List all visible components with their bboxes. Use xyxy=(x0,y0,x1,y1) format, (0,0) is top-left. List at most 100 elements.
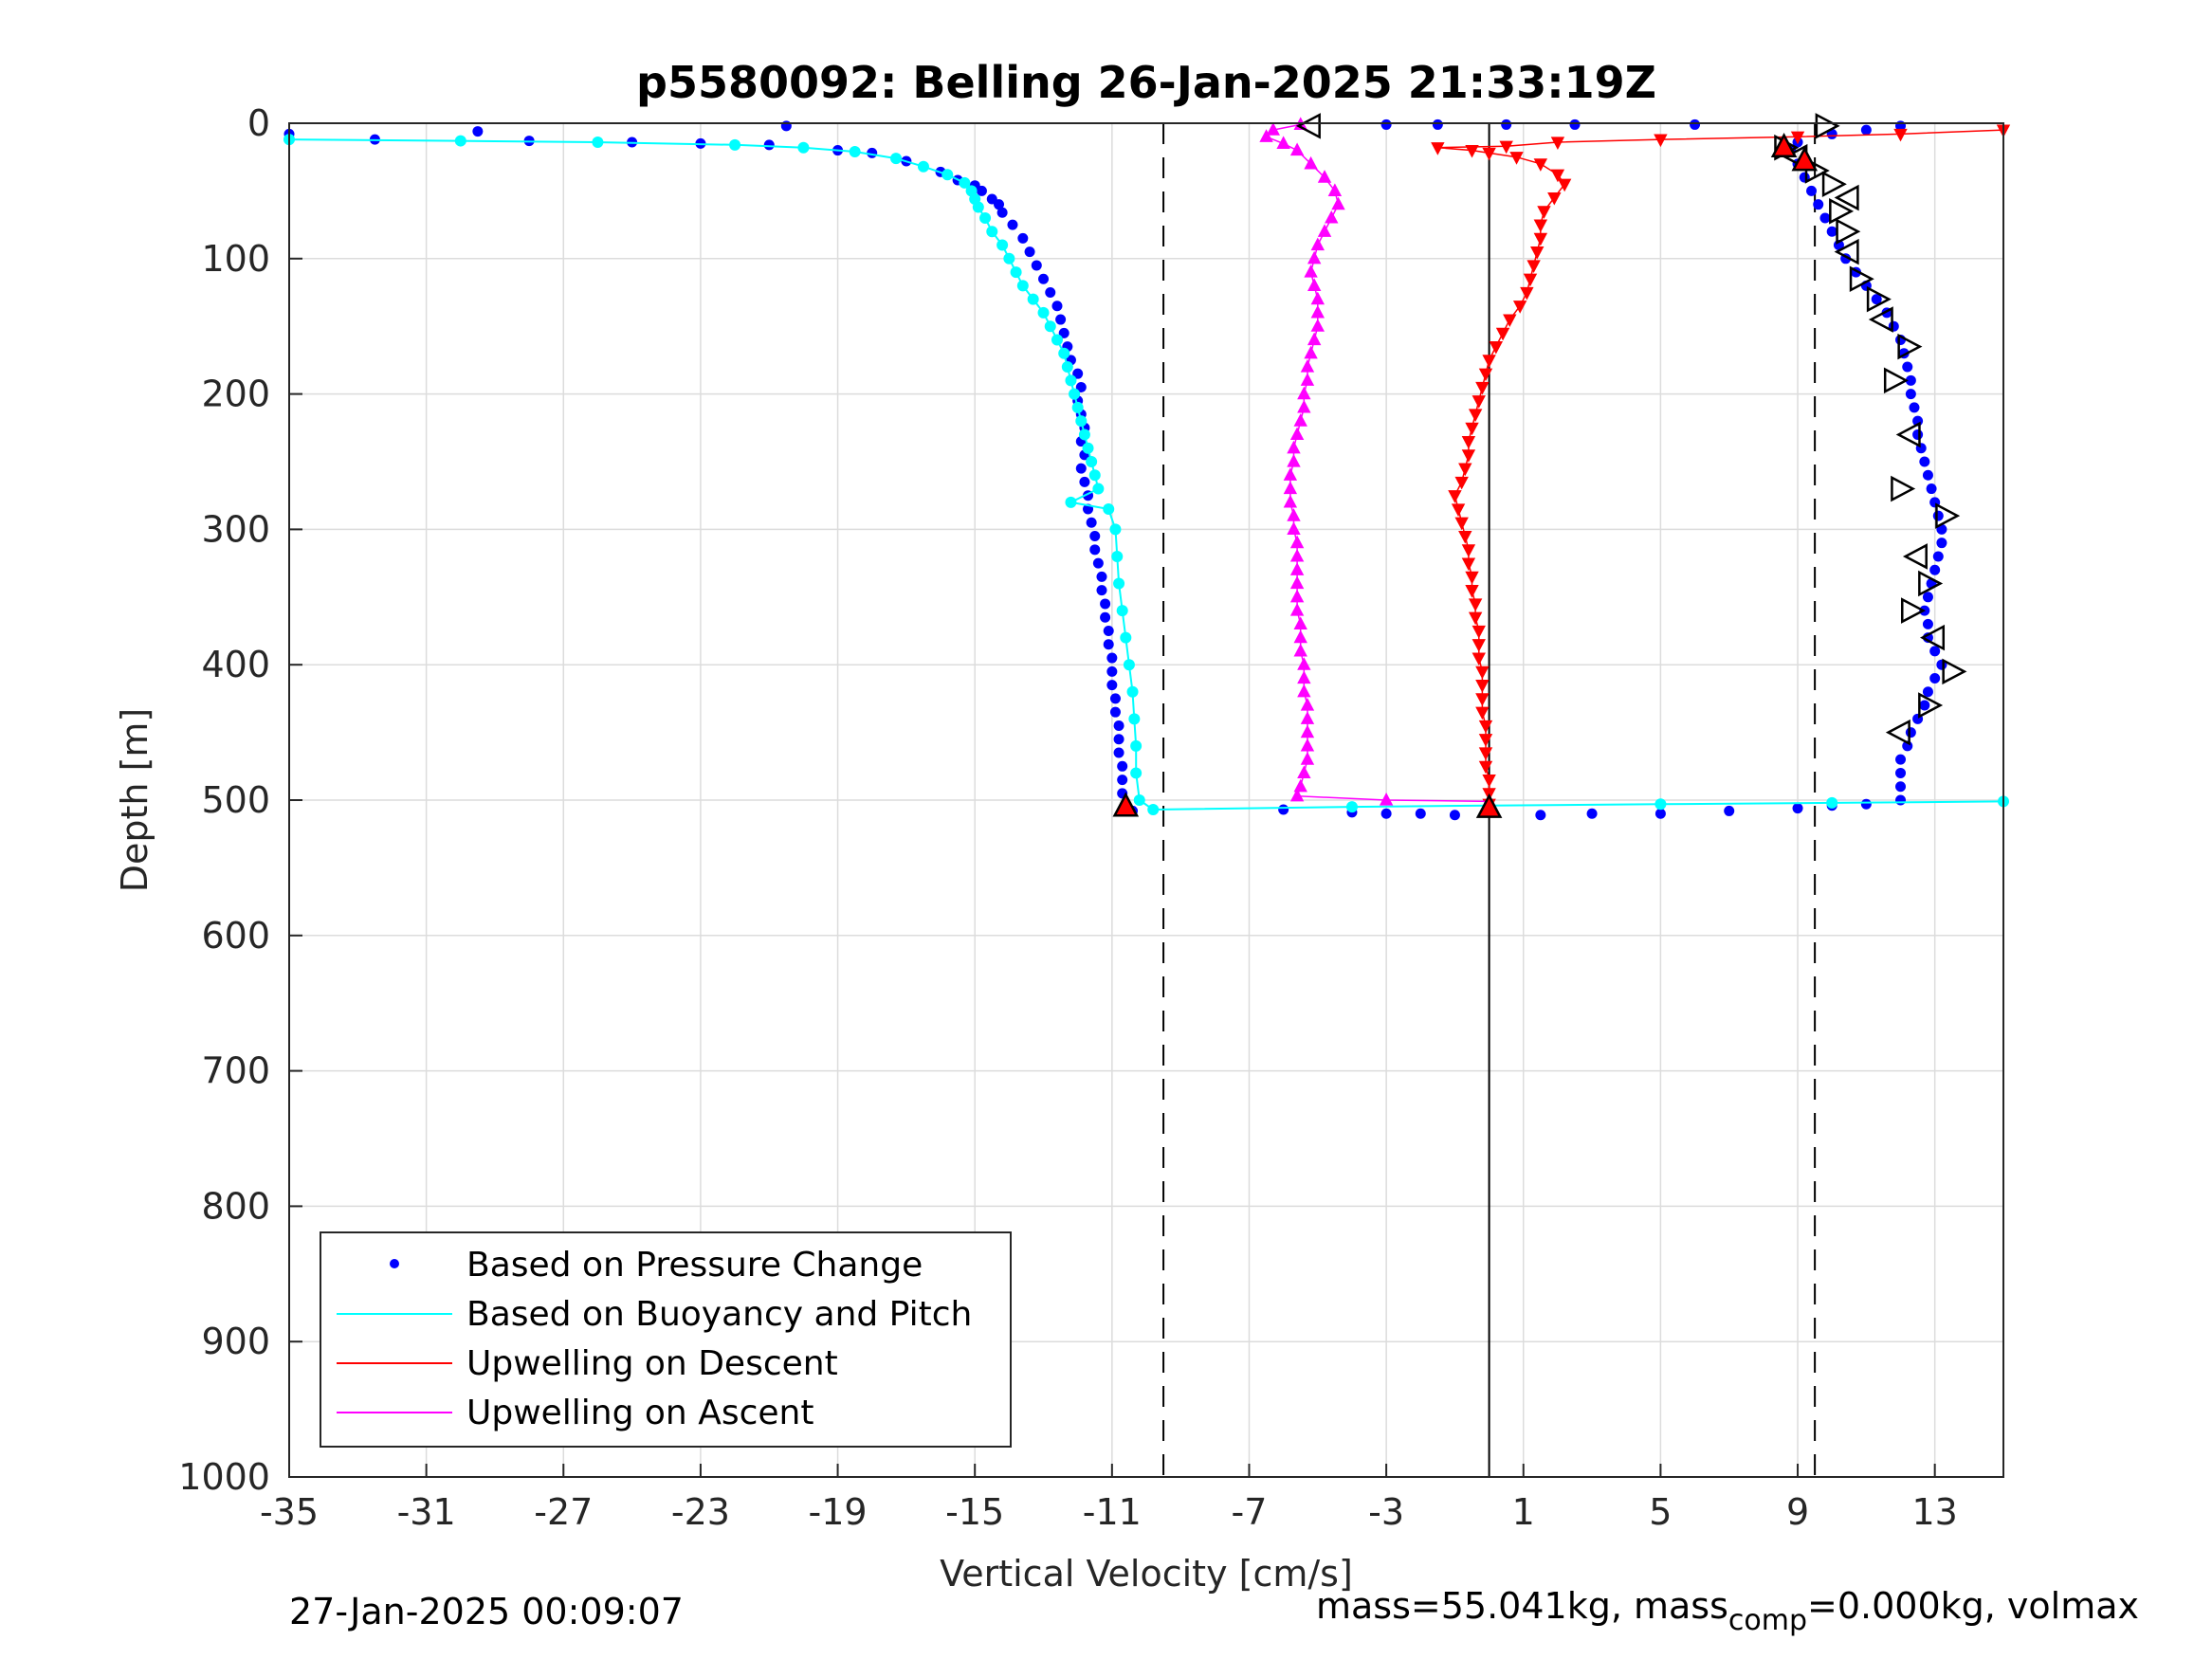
pressure-point xyxy=(1117,775,1128,786)
open-triangle-marker xyxy=(1935,502,1961,529)
red-triangle-marker xyxy=(1475,793,1503,818)
descent-triangle xyxy=(1451,503,1466,517)
buoyancy-point xyxy=(1103,502,1115,515)
y-tick-label: 1000 xyxy=(178,1456,270,1498)
ascent-triangle xyxy=(1289,562,1305,575)
buoyancy-point xyxy=(1345,801,1358,813)
ascent-triangle xyxy=(1289,427,1305,441)
buoyancy-point xyxy=(890,153,903,165)
pressure-point xyxy=(1072,368,1084,379)
ascent-triangle xyxy=(1259,129,1273,142)
ascent-triangle xyxy=(1327,183,1343,196)
descent-triangle xyxy=(1475,706,1490,720)
x-tick-label: 9 xyxy=(1786,1491,1809,1533)
ascent-triangle xyxy=(1300,738,1315,752)
ascent-triangle xyxy=(1289,548,1305,562)
descent-triangle xyxy=(1482,355,1496,368)
ascent-triangle xyxy=(1307,278,1322,291)
chart-title: p5580092: Belling 26-Jan-2025 21:33:19Z xyxy=(636,57,1656,108)
descent-triangle xyxy=(1478,747,1493,761)
ascent-triangle xyxy=(1304,345,1318,359)
buoyancy-point xyxy=(1120,631,1132,644)
pressure-point xyxy=(1922,469,1933,481)
x-tick-label: 5 xyxy=(1649,1491,1672,1533)
ascent-triangle xyxy=(1276,136,1290,150)
ascent-triangle xyxy=(1300,752,1315,765)
x-tick-labels: -35 -31 -27 -23 -19 -15 -11 -7 -3 1 5 9 13 xyxy=(260,1491,1958,1533)
descent-triangle xyxy=(1533,219,1548,233)
buoyancy-point xyxy=(979,211,992,224)
ascent-triangle xyxy=(1310,291,1325,305)
y-tick-label: 100 xyxy=(201,238,270,280)
pressure-point xyxy=(1919,700,1930,711)
open-triangle-marker xyxy=(1834,184,1859,211)
ascent-triangle xyxy=(1297,765,1311,779)
pressure-point xyxy=(1932,510,1944,521)
ascent-triangle xyxy=(1297,684,1311,698)
buoyancy-point xyxy=(1116,605,1128,617)
descent-triangle xyxy=(1893,128,1908,142)
pressure-point xyxy=(996,207,1008,218)
open-triangle-marker xyxy=(1918,570,1944,597)
ascent-triangle xyxy=(1293,616,1307,629)
footer-mass-suffix: =0.000kg, volmax xyxy=(1807,1585,2140,1627)
descent-triangle xyxy=(1472,395,1486,409)
x-tick-label: -31 xyxy=(397,1491,456,1533)
ascent-triangle xyxy=(1283,494,1298,508)
ascent-triangle xyxy=(1287,508,1301,521)
ascent-triangle xyxy=(1293,413,1307,427)
ascent-triangle xyxy=(1289,589,1305,603)
pressure-point xyxy=(994,199,1005,210)
pressure-point xyxy=(1449,810,1460,821)
ascent-triangle xyxy=(1325,210,1339,224)
buoyancy-point xyxy=(1044,320,1056,333)
pressure-point xyxy=(1922,618,1933,629)
descent-triangle xyxy=(1454,476,1469,490)
buoyancy-point xyxy=(959,176,971,189)
pressure-point xyxy=(1819,212,1831,224)
ascent-triangle xyxy=(1297,670,1311,684)
buoyancy-point xyxy=(1826,796,1838,809)
y-tick-label: 500 xyxy=(201,779,270,821)
descent-triangle xyxy=(1533,158,1548,172)
legend-label-buoyancy: Based on Buoyancy and Pitch xyxy=(466,1295,972,1334)
pressure-point xyxy=(1113,734,1124,745)
descent-triangle xyxy=(1475,680,1490,693)
buoyancy-point xyxy=(1082,442,1094,454)
descent-triangle xyxy=(1512,301,1527,314)
open-triangle-marker xyxy=(1815,113,1840,139)
pressure-point xyxy=(1724,805,1735,816)
y-tick-label: 900 xyxy=(201,1321,270,1362)
buoyancy-point xyxy=(729,138,741,151)
pressure-point xyxy=(1103,626,1114,636)
open-triangle-marker xyxy=(1942,658,1967,685)
buoyancy-point xyxy=(1010,266,1022,279)
x-tick-label: -3 xyxy=(1368,1491,1404,1533)
buoyancy-line xyxy=(288,138,2004,811)
ascent-triangle xyxy=(1307,332,1322,346)
pressure-point xyxy=(1079,476,1090,487)
pressure-point xyxy=(1045,287,1056,298)
descent-triangle xyxy=(1475,693,1490,706)
pressure-point xyxy=(472,126,484,137)
descent-triangle xyxy=(1461,435,1476,449)
pressure-point xyxy=(1415,808,1426,819)
footer-mass-prefix: mass=55.041kg, mass xyxy=(1316,1585,1728,1627)
pressure-point xyxy=(1075,463,1087,474)
descent-triangle xyxy=(1526,260,1541,273)
pressure-point xyxy=(1929,564,1941,575)
pressure-point xyxy=(1096,571,1107,582)
x-tick-label: 1 xyxy=(1512,1491,1535,1533)
open-triangle-marker xyxy=(1920,624,1946,651)
descent-triangle xyxy=(1461,557,1476,572)
descent-triangle xyxy=(1550,137,1565,150)
x-tick-label: 13 xyxy=(1912,1491,1958,1533)
pressure-point xyxy=(1535,810,1546,821)
ascent-triangle xyxy=(1304,155,1318,170)
ascent-triangle xyxy=(1289,575,1305,590)
buoyancy-point xyxy=(1058,347,1070,359)
buoyancy-point xyxy=(941,169,954,181)
pressure-point xyxy=(1926,483,1937,495)
pressure-point xyxy=(1586,808,1598,819)
